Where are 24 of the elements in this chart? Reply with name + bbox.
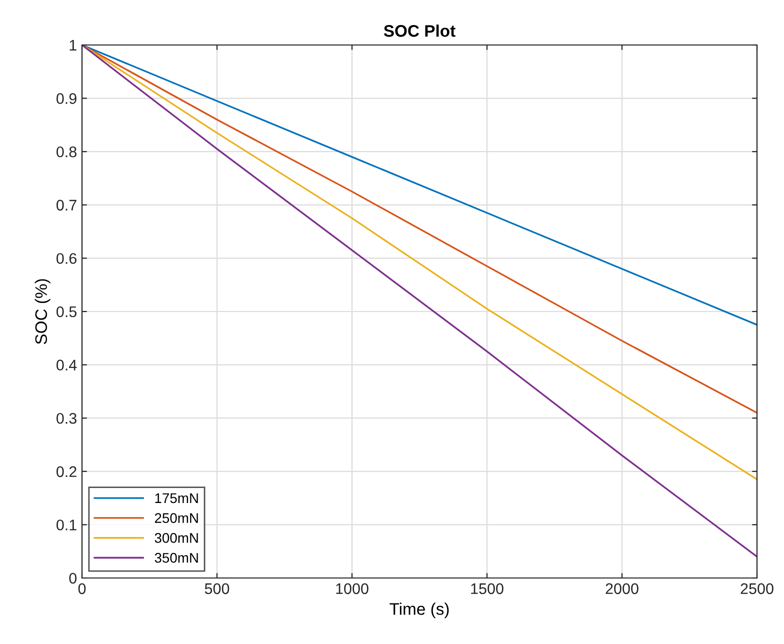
y-tick-label: 0.4 — [56, 360, 77, 370]
y-tick-label: 0.2 — [56, 466, 76, 478]
y-tick-label: 0 — [69, 572, 77, 584]
y-tick-label: 0.5 — [56, 306, 76, 318]
x-tick-label: 500 — [204, 583, 230, 594]
x-tick-label: 0 — [78, 583, 86, 594]
y-tick-label: 1 — [70, 40, 76, 51]
x-tick-label: 2500 — [740, 583, 774, 594]
y-tick-label: 0.8 — [56, 146, 76, 158]
x-tick-label: 1500 — [471, 583, 504, 594]
legend-label: 250mN — [154, 513, 198, 523]
x-tick-label: 1000 — [336, 583, 368, 594]
y-tick-label: 0.3 — [56, 412, 76, 424]
legend-label: 300mN — [154, 533, 198, 543]
chart-title: SOC Plot — [384, 24, 456, 37]
x-axis-title: Time (s) — [390, 602, 449, 618]
legend-label: 350mN — [154, 552, 198, 563]
legend-label: 175mN — [155, 493, 198, 504]
y-tick-label: 0.1 — [56, 520, 76, 530]
x-tick-label: 2000 — [606, 583, 638, 594]
y-tick-label: 0.7 — [56, 200, 76, 211]
y-axis-title: SOC (%) — [34, 279, 50, 344]
y-tick-label: 0.6 — [56, 253, 76, 264]
y-tick-label: 0.9 — [56, 93, 76, 104]
